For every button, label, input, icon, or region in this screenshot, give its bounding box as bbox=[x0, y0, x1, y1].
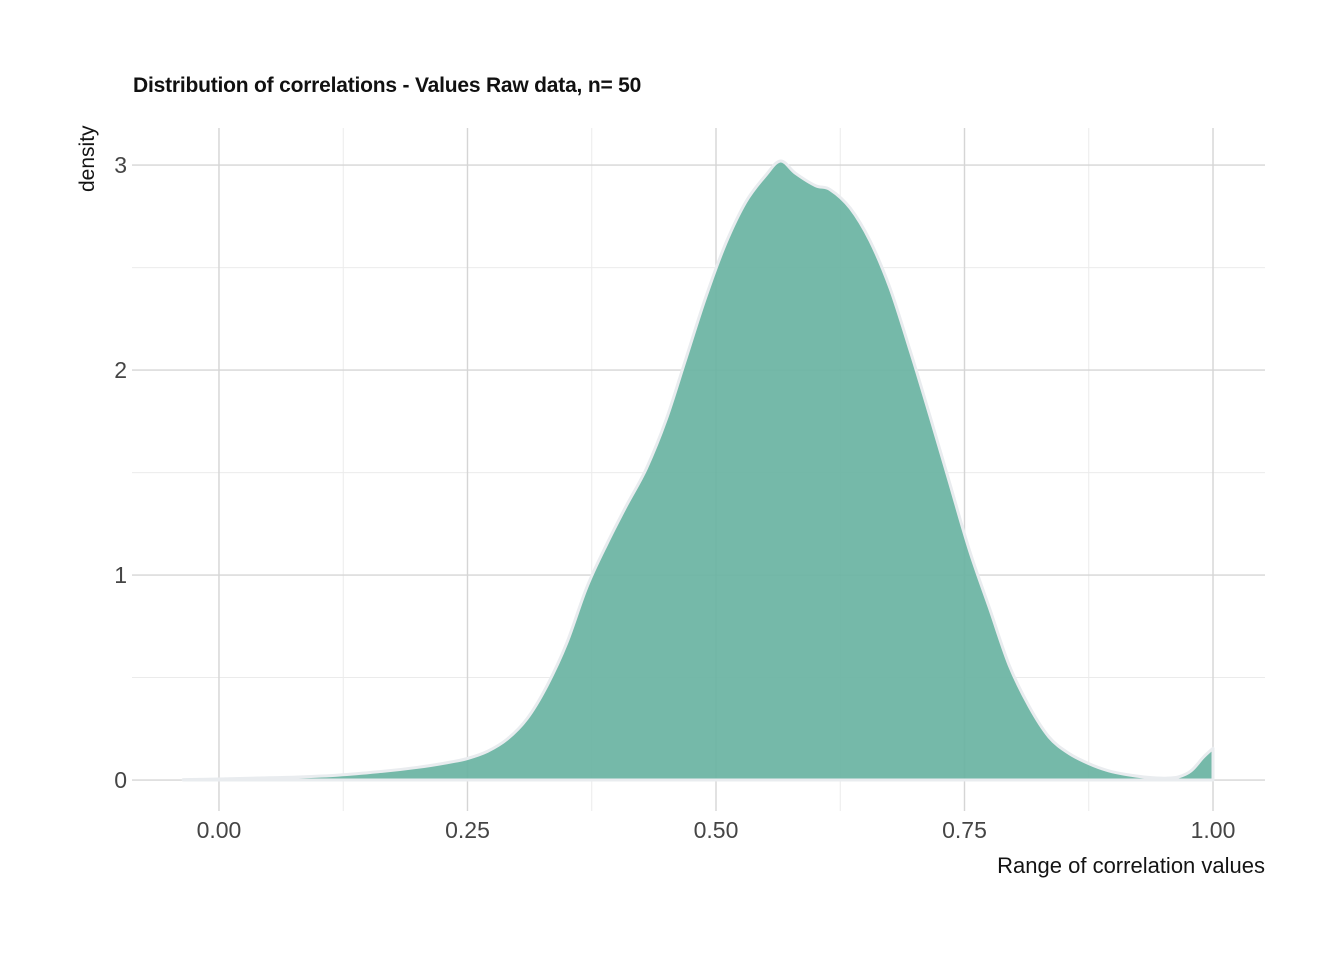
x-tick-label: 0.75 bbox=[942, 817, 987, 843]
y-tick-label: 2 bbox=[114, 357, 127, 384]
y-tick-label: 0 bbox=[114, 767, 127, 794]
density-area bbox=[181, 159, 1215, 782]
y-tick-label: 3 bbox=[114, 152, 127, 179]
x-axis-title: Range of correlation values bbox=[997, 853, 1265, 878]
y-tick-label: 1 bbox=[114, 562, 127, 589]
x-tick-label: 0.00 bbox=[196, 817, 242, 843]
x-tick-label: 0.25 bbox=[445, 817, 490, 843]
x-tick-label: 1.00 bbox=[1190, 817, 1236, 843]
x-tick-label: 0.50 bbox=[693, 817, 739, 843]
chart-title: Distribution of correlations - Values Ra… bbox=[133, 74, 642, 97]
